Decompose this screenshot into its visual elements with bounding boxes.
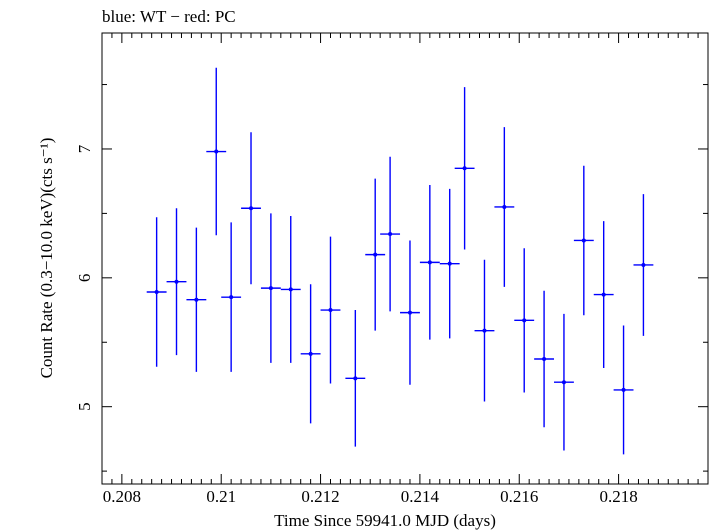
data-marker <box>581 238 586 243</box>
data-marker <box>229 295 234 300</box>
data-point <box>166 208 187 356</box>
data-point <box>494 127 515 287</box>
data-point <box>280 215 301 363</box>
data-point <box>221 222 242 372</box>
y-tick-label: 5 <box>75 402 94 411</box>
data-point <box>613 325 634 455</box>
data-point <box>206 67 227 236</box>
data-point <box>534 290 555 428</box>
data-point <box>345 310 366 447</box>
data-marker <box>308 351 313 356</box>
data-marker <box>353 376 358 381</box>
x-axis: 0.208 0.21 0.212 0.214 0.216 0.218 <box>103 33 699 506</box>
data-marker <box>288 287 293 292</box>
data-marker <box>447 261 452 266</box>
y-tick-label: 6 <box>75 274 94 283</box>
data-point <box>439 188 460 339</box>
data-point <box>260 213 281 363</box>
data-marker <box>621 387 626 392</box>
data-point <box>186 227 207 372</box>
data-point <box>419 185 440 340</box>
data-marker <box>388 232 393 237</box>
data-marker <box>462 166 467 171</box>
data-marker <box>214 149 219 154</box>
data-point <box>365 178 386 331</box>
plot-frame <box>101 32 709 485</box>
data-marker <box>502 204 507 209</box>
y-tick-label: 7 <box>75 144 94 153</box>
x-tick-label: 0.21 <box>206 487 236 506</box>
data-point <box>241 132 261 285</box>
data-marker <box>427 260 432 265</box>
data-series-wt <box>146 67 654 455</box>
data-marker <box>373 252 378 257</box>
data-point <box>474 259 495 402</box>
data-point <box>573 165 594 316</box>
data-point <box>593 221 614 369</box>
data-point <box>320 236 341 384</box>
data-marker <box>522 318 527 323</box>
data-marker <box>249 206 254 211</box>
data-marker <box>194 297 199 302</box>
x-tick-label: 0.218 <box>599 487 637 506</box>
data-marker <box>482 328 487 333</box>
x-tick-label: 0.214 <box>401 487 440 506</box>
data-point <box>633 194 654 336</box>
x-tick-label: 0.216 <box>500 487 538 506</box>
y-axis: 5 6 7 <box>75 84 708 472</box>
data-marker <box>561 380 566 385</box>
data-point <box>514 248 535 393</box>
data-marker <box>601 292 606 297</box>
data-marker <box>154 290 159 295</box>
data-marker <box>641 262 646 267</box>
data-marker <box>268 286 273 291</box>
data-marker <box>328 308 333 313</box>
x-tick-label: 0.208 <box>103 487 141 506</box>
data-point <box>554 313 574 451</box>
x-axis-title: Time Since 59941.0 MJD (days) <box>274 511 496 530</box>
data-marker <box>407 310 412 315</box>
data-point <box>300 284 321 424</box>
data-marker <box>542 357 547 362</box>
data-point <box>146 217 167 367</box>
data-point <box>380 156 401 312</box>
y-axis-title: Count Rate (0.3−10.0 keV)(cts s⁻¹) <box>37 138 56 379</box>
data-marker <box>174 279 179 284</box>
x-tick-label: 0.212 <box>301 487 339 506</box>
chart-title: blue: WT − red: PC <box>102 7 236 26</box>
data-point <box>400 240 420 385</box>
data-point <box>454 87 475 250</box>
